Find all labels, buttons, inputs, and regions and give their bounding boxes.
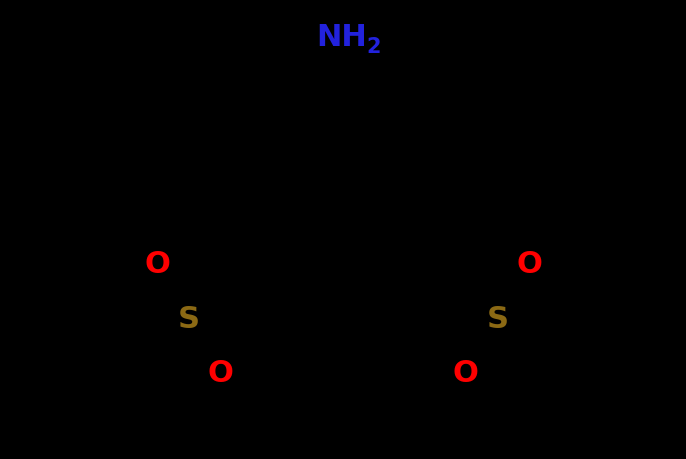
Text: O: O: [207, 358, 233, 387]
Text: 2: 2: [366, 37, 381, 57]
Text: NH: NH: [316, 23, 367, 52]
Text: O: O: [144, 249, 170, 278]
Text: O: O: [453, 358, 479, 387]
Text: S: S: [486, 304, 508, 333]
Text: O: O: [516, 249, 542, 278]
Text: S: S: [178, 304, 200, 333]
